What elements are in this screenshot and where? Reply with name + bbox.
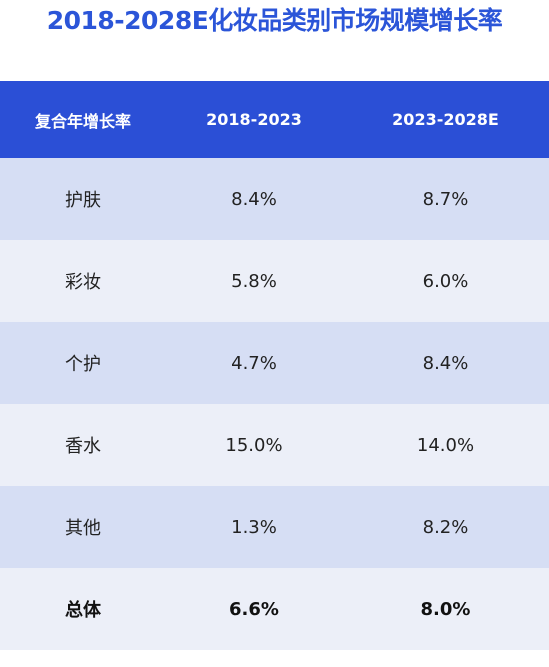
value-cell-2023-2028e: 8.7% — [422, 188, 469, 210]
table-row: 香水 15.0% 14.0% — [0, 404, 549, 486]
header-cell-category: 复合年增长率 — [34, 111, 131, 131]
category-cell: 护肤 — [65, 190, 101, 211]
category-cell: 其他 — [65, 518, 101, 539]
category-cell: 彩妆 — [65, 272, 101, 293]
growth-rate-table: 复合年增长率 2018-2023 2023-2028E 护肤 8.4% 8.7%… — [0, 81, 549, 650]
category-cell: 香水 — [65, 436, 101, 457]
table-row: 护肤 8.4% 8.7% — [0, 158, 549, 240]
value-cell-2018-2023: 4.7% — [231, 352, 277, 374]
value-cell-2018-2023: 1.3% — [231, 516, 277, 538]
table-total-row: 总体 6.6% 8.0% — [0, 568, 549, 650]
table-row: 个护 4.7% 8.4% — [0, 322, 549, 404]
category-cell-total: 总体 — [65, 600, 101, 621]
table-header-row: 复合年增长率 2018-2023 2023-2028E — [0, 81, 549, 158]
table-row: 其他 1.3% 8.2% — [0, 486, 549, 568]
chart-title: 2018-2028E化妆品类别市场规模增长率 — [46, 6, 503, 35]
value-cell-2018-2023: 5.8% — [231, 270, 277, 292]
value-cell-2023-2028e: 6.0% — [422, 270, 469, 292]
value-cell-2023-2028e: 14.0% — [416, 434, 475, 456]
value-cell-2023-2028e: 8.4% — [422, 352, 469, 374]
header-cell-2018-2023: 2018-2023 — [206, 110, 302, 129]
value-cell-2018-2023: 8.4% — [231, 188, 277, 210]
table-row: 彩妆 5.8% 6.0% — [0, 240, 549, 322]
value-cell-2023-2028e: 8.2% — [422, 516, 469, 538]
total-value-2023-2028e: 8.0% — [420, 598, 471, 620]
value-cell-2018-2023: 15.0% — [225, 434, 283, 456]
total-value-2018-2023: 6.6% — [229, 598, 279, 620]
category-cell: 个护 — [65, 354, 101, 375]
header-cell-2023-2028e: 2023-2028E — [392, 110, 499, 129]
